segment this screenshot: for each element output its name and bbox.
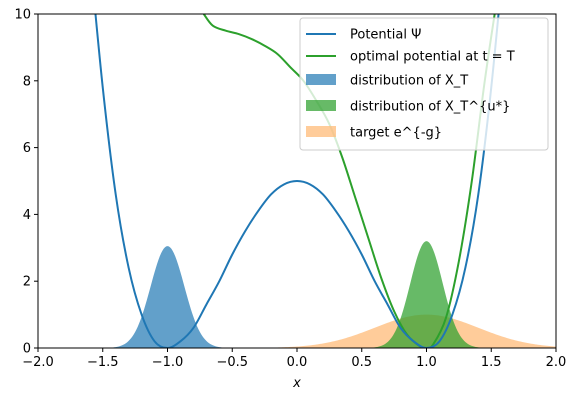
- x-tick-label: 1.5: [481, 355, 502, 370]
- x-tick-label: −2.0: [22, 355, 54, 370]
- x-tick-label: −1.0: [152, 355, 184, 370]
- series-lines: [94, 14, 500, 348]
- target-density-area: [38, 314, 556, 348]
- y-tick-label: 4: [23, 208, 31, 223]
- x-tick-label: 1.0: [416, 355, 437, 370]
- legend-label-target: target e^{-g}: [350, 126, 442, 141]
- optimal-potential-line: [202, 14, 496, 348]
- legend-swatch-xtu-distribution: [306, 100, 336, 111]
- legend-label-potential: Potential Ψ: [350, 28, 421, 43]
- legend-swatch-target: [306, 126, 336, 137]
- xt-density-area: [38, 246, 556, 348]
- x-tick-label: −0.5: [216, 355, 248, 370]
- xtu-density-area: [38, 241, 556, 348]
- density-areas: [38, 241, 556, 348]
- y-tick-label: 0: [23, 342, 31, 357]
- x-axis: −2.0 −1.5 −1.0 −0.5 0.0 0.5 1.0 1.5 2.0: [22, 348, 566, 370]
- legend-label-optimal-potential: optimal potential at t = T: [350, 50, 515, 65]
- legend: Potential Ψ optimal potential at t = T dis…: [299, 17, 549, 151]
- x-tick-label: −1.5: [87, 355, 119, 370]
- x-tick-label: 0.5: [351, 355, 372, 370]
- y-tick-label: 2: [23, 275, 31, 290]
- x-tick-label: 0.0: [287, 355, 308, 370]
- x-tick-label: 2.0: [546, 355, 566, 370]
- x-axis-label: x: [292, 376, 301, 391]
- potential-line: [94, 14, 500, 348]
- y-tick-label: 10: [14, 8, 31, 23]
- y-tick-label: 8: [23, 74, 31, 89]
- legend-swatch-xt-distribution: [306, 74, 336, 85]
- legend-box: [299, 17, 549, 151]
- legend-label-xtu-distribution: distribution of X_T^{u*}: [350, 100, 510, 115]
- y-tick-label: 6: [23, 141, 31, 156]
- legend-label-xt-distribution: distribution of X_T: [350, 74, 468, 89]
- y-axis: 0 2 4 6 8 10: [14, 8, 38, 357]
